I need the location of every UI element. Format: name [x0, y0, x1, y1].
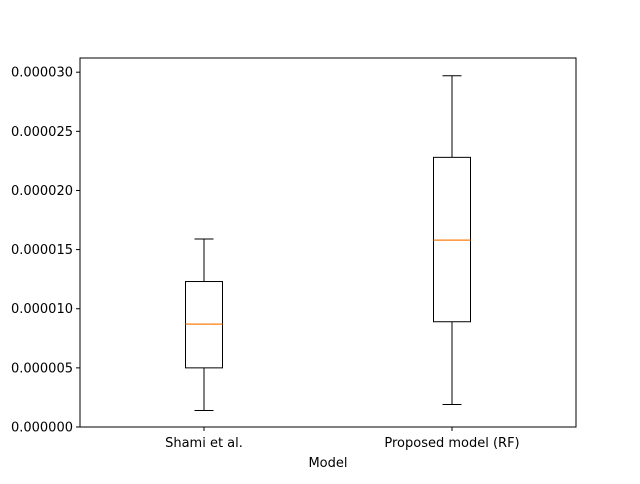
x-tick-label: Shami et al. [165, 436, 243, 451]
y-axis: 0.000000 0.000005 0.000010 0.000015 0.000020… [11, 66, 80, 436]
y-tick-label: 0.000030 [11, 66, 73, 81]
y-tick-label: 0.000020 [11, 184, 73, 199]
x-axis: Shami et al. Proposed model (RF) [165, 427, 520, 451]
y-tick-label: 0.000010 [11, 302, 73, 317]
box-1 [185, 238, 223, 411]
y-tick-label: 0.000005 [11, 361, 73, 376]
y-tick-label: 0.000025 [11, 125, 73, 140]
box-2 [433, 75, 471, 406]
x-tick-label: Proposed model (RF) [384, 436, 519, 451]
y-tick-label: 0.000015 [11, 243, 73, 258]
box-series [185, 75, 471, 411]
plot-frame [79, 57, 577, 428]
y-tick-label: 0.000000 [11, 421, 73, 436]
x-axis-label: Model [308, 456, 347, 471]
